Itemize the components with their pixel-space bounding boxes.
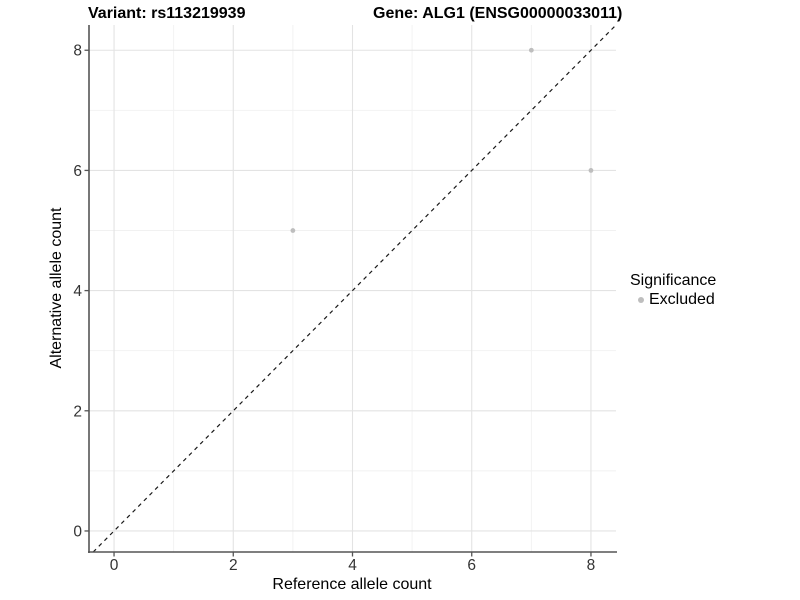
x-tick-label: 8 bbox=[587, 557, 596, 574]
y-axis-title: Alternative allele count bbox=[48, 207, 65, 369]
data-point bbox=[290, 228, 296, 233]
legend-item-excluded: Excluded bbox=[630, 291, 716, 308]
x-tick-label: 6 bbox=[467, 557, 476, 574]
plot-title-gene: Gene: ALG1 (ENSG00000033011) bbox=[373, 5, 623, 22]
identity-dashed-line bbox=[92, 24, 617, 553]
plot-title-variant: Variant: rs113219939 bbox=[88, 5, 246, 22]
legend-title: Significance bbox=[630, 272, 717, 289]
legend: Significance Excluded bbox=[630, 271, 716, 308]
y-tick-label: 2 bbox=[73, 403, 82, 420]
y-tick-label: 4 bbox=[73, 283, 82, 300]
x-tick-label: 0 bbox=[110, 557, 119, 574]
legend-key-dot-icon bbox=[638, 297, 644, 303]
x-tick-label: 2 bbox=[229, 557, 238, 574]
x-tick-label: 4 bbox=[348, 557, 357, 574]
data-point bbox=[588, 168, 594, 173]
y-tick-label: 6 bbox=[73, 163, 82, 180]
data-point bbox=[528, 47, 534, 53]
y-tick-label: 0 bbox=[73, 523, 82, 540]
y-tick-label: 8 bbox=[73, 43, 82, 60]
legend-item-label: Excluded bbox=[649, 291, 715, 308]
x-axis-title: Reference allele count bbox=[272, 576, 432, 593]
